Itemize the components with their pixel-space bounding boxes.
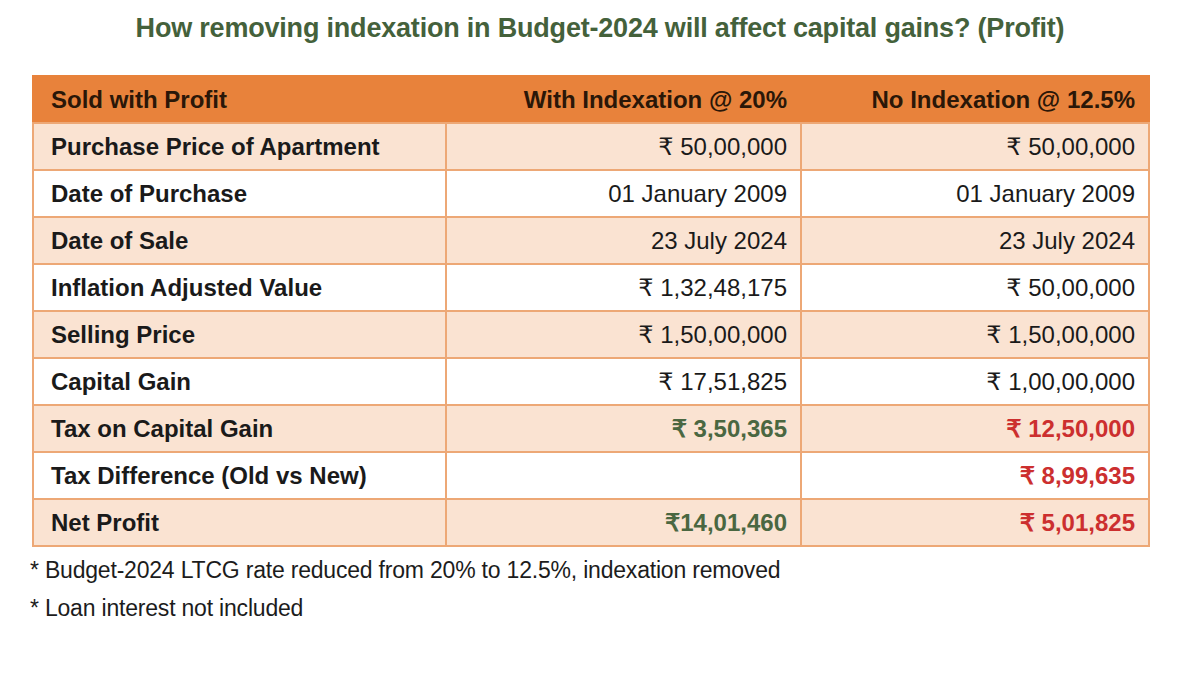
table-row-selling-price: Selling Price ₹ 1,50,00,000 ₹ 1,50,00,00… [33, 311, 1149, 358]
cell-with-indexation: ₹ 50,00,000 [446, 123, 801, 170]
row-label: Date of Purchase [33, 170, 446, 217]
row-label: Capital Gain [33, 358, 446, 405]
cell-with-indexation: ₹ 17,51,825 [446, 358, 801, 405]
page-title: How removing indexation in Budget-2024 w… [10, 13, 1190, 44]
cell-with-indexation [446, 452, 801, 499]
cell-with-indexation: ₹ 3,50,365 [446, 405, 801, 452]
table-row-inflation-adjusted-value: Inflation Adjusted Value ₹ 1,32,48,175 ₹… [33, 264, 1149, 311]
cell-no-indexation: 23 July 2024 [801, 217, 1149, 264]
table-row-capital-gain: Capital Gain ₹ 17,51,825 ₹ 1,00,00,000 [33, 358, 1149, 405]
cell-with-indexation: ₹ 1,50,00,000 [446, 311, 801, 358]
cell-no-indexation: ₹ 1,00,00,000 [801, 358, 1149, 405]
table-row-net-profit: Net Profit ₹14,01,460 ₹ 5,01,825 [33, 499, 1149, 546]
row-label: Net Profit [33, 499, 446, 546]
table-row-date-of-sale: Date of Sale 23 July 2024 23 July 2024 [33, 217, 1149, 264]
cell-no-indexation: ₹ 50,00,000 [801, 123, 1149, 170]
cell-no-indexation: ₹ 5,01,825 [801, 499, 1149, 546]
cell-with-indexation: 01 January 2009 [446, 170, 801, 217]
cell-no-indexation: ₹ 12,50,000 [801, 405, 1149, 452]
header-sold-with-profit: Sold with Profit [33, 76, 446, 123]
footnote-loan-interest: * Loan interest not included [30, 595, 1200, 622]
row-label: Date of Sale [33, 217, 446, 264]
cell-no-indexation: 01 January 2009 [801, 170, 1149, 217]
table-row-tax-difference: Tax Difference (Old vs New) ₹ 8,99,635 [33, 452, 1149, 499]
header-no-indexation: No Indexation @ 12.5% [801, 76, 1149, 123]
footnotes: * Budget-2024 LTCG rate reduced from 20%… [30, 557, 1200, 622]
row-label: Purchase Price of Apartment [33, 123, 446, 170]
infographic-page: How removing indexation in Budget-2024 w… [0, 13, 1200, 675]
row-label: Tax on Capital Gain [33, 405, 446, 452]
table-row-purchase-price: Purchase Price of Apartment ₹ 50,00,000 … [33, 123, 1149, 170]
cell-no-indexation: ₹ 50,00,000 [801, 264, 1149, 311]
footnote-ltcg-rate: * Budget-2024 LTCG rate reduced from 20%… [30, 557, 1200, 584]
row-label: Tax Difference (Old vs New) [33, 452, 446, 499]
cell-no-indexation: ₹ 1,50,00,000 [801, 311, 1149, 358]
row-label: Selling Price [33, 311, 446, 358]
cell-with-indexation: ₹ 1,32,48,175 [446, 264, 801, 311]
table-row-tax-on-capital-gain: Tax on Capital Gain ₹ 3,50,365 ₹ 12,50,0… [33, 405, 1149, 452]
table-header-row: Sold with Profit With Indexation @ 20% N… [33, 76, 1149, 123]
cell-no-indexation: ₹ 8,99,635 [801, 452, 1149, 499]
table-row-date-of-purchase: Date of Purchase 01 January 2009 01 Janu… [33, 170, 1149, 217]
row-label: Inflation Adjusted Value [33, 264, 446, 311]
cell-with-indexation: 23 July 2024 [446, 217, 801, 264]
header-with-indexation: With Indexation @ 20% [446, 76, 801, 123]
capital-gains-table: Sold with Profit With Indexation @ 20% N… [32, 75, 1150, 547]
cell-with-indexation: ₹14,01,460 [446, 499, 801, 546]
